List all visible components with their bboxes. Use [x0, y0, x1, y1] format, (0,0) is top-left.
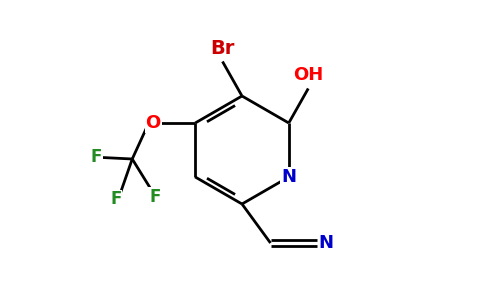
Text: N: N	[281, 168, 296, 186]
Text: Br: Br	[211, 38, 235, 58]
Text: F: F	[149, 188, 160, 206]
Text: F: F	[91, 148, 102, 166]
Text: OH: OH	[293, 66, 323, 84]
Text: F: F	[110, 190, 121, 208]
Text: N: N	[318, 234, 333, 252]
Text: O: O	[146, 114, 161, 132]
